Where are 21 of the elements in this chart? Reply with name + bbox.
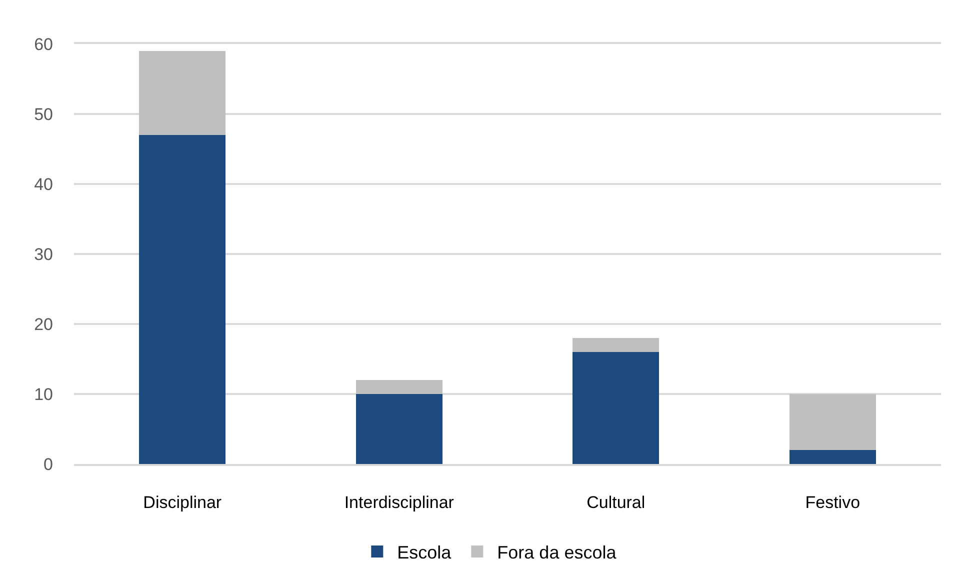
- x-tick-label: Interdisciplinar: [344, 493, 454, 512]
- legend-label: Escola: [397, 542, 452, 563]
- bar: [356, 380, 442, 394]
- y-tick-label: 60: [34, 34, 53, 54]
- y-tick-label: 30: [34, 244, 53, 264]
- y-tick-label: 20: [34, 314, 53, 334]
- bar: [139, 135, 226, 464]
- bar: [356, 394, 442, 464]
- bar: [789, 394, 876, 450]
- legend-label: Fora da escola: [497, 542, 618, 563]
- x-tick-label: Cultural: [586, 493, 646, 512]
- y-tick-label: 50: [34, 104, 53, 124]
- y-tick-label: 40: [34, 174, 53, 194]
- y-tick-label: 10: [34, 384, 53, 404]
- bar: [789, 450, 876, 464]
- x-tick-label: Festivo: [805, 493, 860, 512]
- bar: [572, 338, 660, 352]
- x-tick-label: Disciplinar: [143, 493, 222, 512]
- bar: [139, 51, 226, 135]
- y-tick-label: 0: [44, 454, 53, 474]
- bar: [572, 352, 660, 464]
